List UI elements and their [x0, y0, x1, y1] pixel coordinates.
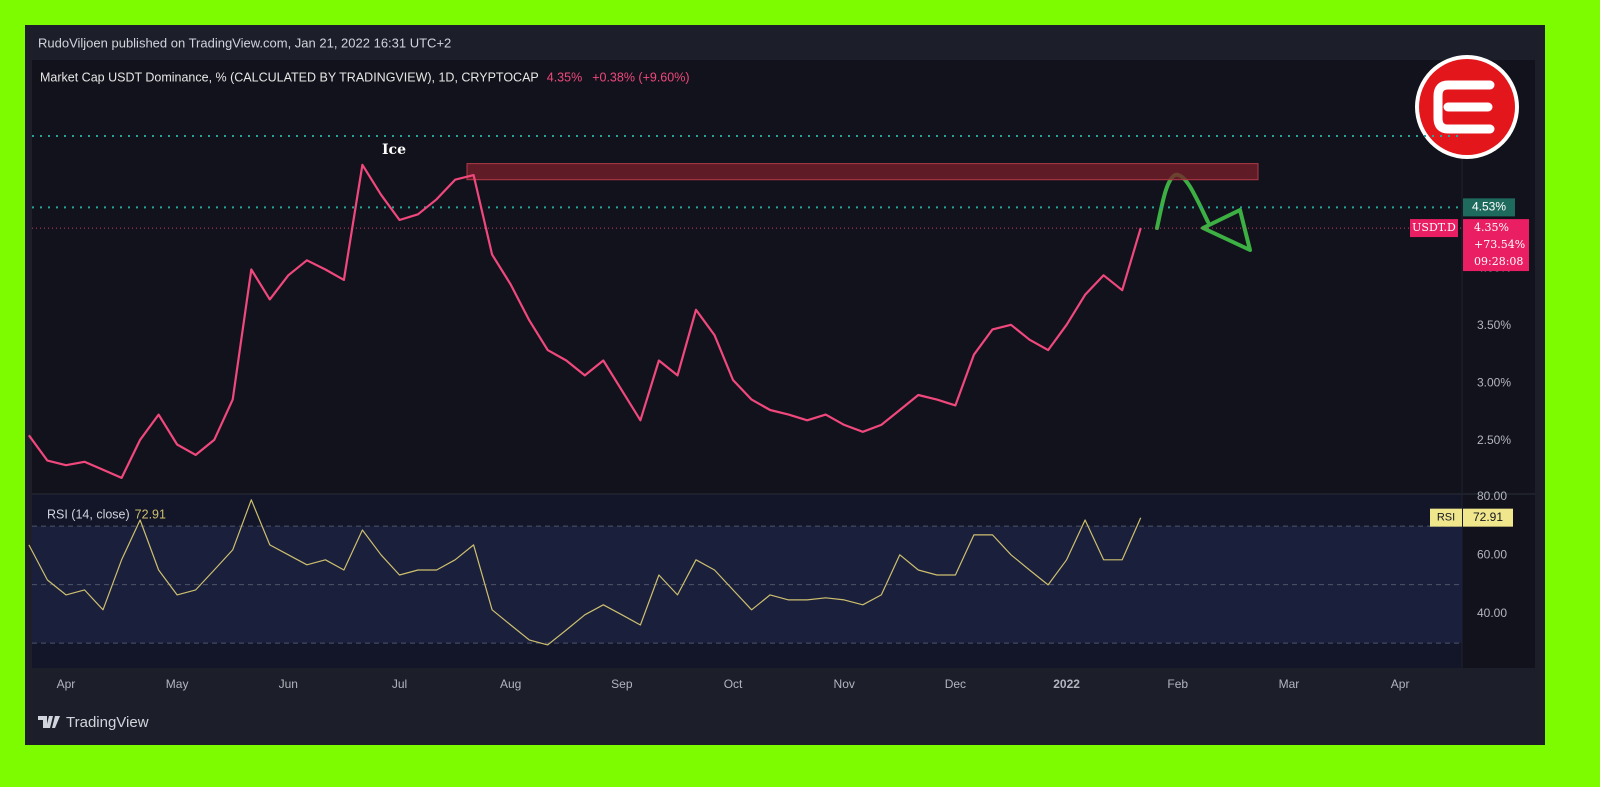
y-tick-label: 80.00	[1477, 489, 1507, 503]
rsi-title: RSI (14, close)	[47, 507, 130, 521]
price-change: +0.38% (+9.60%)	[592, 70, 689, 84]
series-line	[28, 163, 1142, 479]
annotation: Ice	[382, 142, 406, 158]
header: RudoViljoen published on TradingView.com…	[38, 35, 451, 50]
logo-mark	[1433, 80, 1495, 134]
price-tag-label: 4.35%	[1474, 221, 1509, 234]
series-line	[28, 499, 1142, 646]
y-tick-label: 40.00	[1477, 606, 1507, 620]
price-tag-label: +73.54%	[1474, 238, 1525, 251]
last-price: 4.35%	[547, 70, 582, 84]
y-tick-label: 60.00	[1477, 548, 1507, 562]
footer-logo	[38, 716, 60, 728]
x-tick-label: Apr	[57, 677, 76, 691]
series-tag-label: USDT.D	[1412, 221, 1456, 234]
x-tick-label: Oct	[724, 677, 743, 691]
x-tick-label: Apr	[1391, 677, 1410, 691]
x-tick-label: 2022	[1053, 677, 1080, 691]
price-tag	[1463, 219, 1529, 272]
y-tick-label: 3.50%	[1477, 318, 1511, 332]
x-tick-label: Nov	[834, 677, 855, 691]
zone	[466, 163, 1259, 181]
x-tick-label: May	[166, 677, 189, 691]
y-tick-label: 3.00%	[1477, 376, 1511, 390]
level-tag	[1463, 198, 1515, 217]
footer: TradingView	[66, 714, 149, 731]
x-tick-label: Mar	[1279, 677, 1300, 691]
value-tag-label: 72.91	[1473, 510, 1503, 524]
x-tick-label: Dec	[945, 677, 966, 691]
x-tick-label: Jun	[279, 677, 298, 691]
series-tag	[1410, 219, 1458, 238]
x-tick-label: Sep	[611, 677, 633, 691]
chart-title: Market Cap USDT Dominance, % (CALCULATED…	[40, 70, 539, 84]
price-tag-label: 09:28:08	[1474, 255, 1523, 268]
y-tick-label: 2.50%	[1477, 433, 1511, 447]
x-tick-label: Jul	[392, 677, 407, 691]
level-tag-label: 4.53%	[1472, 200, 1506, 214]
drawn-arrowhead	[1201, 208, 1252, 252]
series-tag-label: RSI	[1437, 512, 1455, 524]
x-tick-label: Feb	[1167, 677, 1188, 691]
x-tick-label: Aug	[500, 677, 521, 691]
rsi-value: 72.91	[135, 507, 166, 521]
series-tag	[1430, 508, 1462, 527]
value-tag	[1463, 508, 1513, 527]
